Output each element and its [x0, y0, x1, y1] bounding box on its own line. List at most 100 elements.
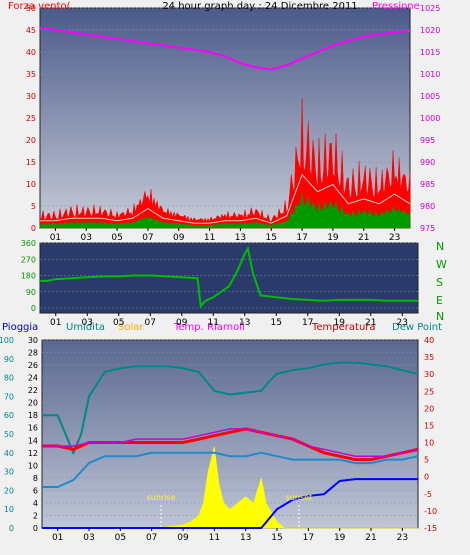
- humidity-ytick-label: 90: [4, 355, 14, 364]
- inner-ytick-label: 22: [28, 386, 38, 395]
- wind-ytick-label: 10: [26, 180, 36, 189]
- pressure-ytick-label: 1000: [420, 114, 440, 123]
- panel2-xtick-label: 19: [334, 318, 346, 328]
- temperature-ytick-label: 10: [424, 439, 434, 448]
- panel1-xtick-label: 07: [142, 233, 153, 243]
- panel1-xtick-label: 21: [358, 233, 369, 243]
- compass-n-top: N: [436, 240, 444, 253]
- humidity-ytick-label: 20: [4, 486, 14, 495]
- compass-w: W: [436, 258, 447, 271]
- humidity-ytick-label: 60: [4, 411, 14, 420]
- sunset-label: sunset: [286, 493, 313, 502]
- humidity-ytick-label: 40: [4, 449, 14, 458]
- wind-ytick-label: 15: [26, 158, 36, 167]
- direction-ytick-label: 90: [26, 288, 36, 297]
- wind-speed-area: [39, 98, 411, 229]
- pressure-ytick-label: 995: [420, 136, 435, 145]
- legend-pioggia: Pioggia: [2, 322, 38, 333]
- temperature-ytick-label: -5: [424, 490, 432, 499]
- panel1-xtick-label: 05: [111, 233, 122, 243]
- panel2-xtick-label: 05: [113, 318, 124, 328]
- legend-temperatura: Temperatura: [311, 322, 376, 333]
- panel1-xtick-label: 13: [235, 233, 246, 243]
- legend-temp-riarnoli: Temp. Riarnoli: [173, 322, 245, 333]
- wind-ytick-label: 40: [26, 48, 36, 57]
- direction-ytick-label: 360: [21, 239, 36, 248]
- inner-ytick-label: 12: [28, 449, 38, 458]
- temperature-ytick-label: -10: [424, 507, 437, 516]
- direction-ytick-label: 0: [31, 304, 36, 313]
- panel3-xtick-label: 03: [83, 533, 94, 543]
- legend-umidita: Umidita: [66, 322, 105, 333]
- wind-ytick-label: 0: [31, 224, 36, 233]
- rain-line: [42, 478, 418, 529]
- wind-ytick-label: 30: [26, 92, 36, 101]
- wind-ytick-label: 5: [31, 202, 36, 211]
- wind-ytick-label: 50: [26, 4, 36, 13]
- panel2-background: [39, 242, 419, 314]
- humidity-ytick-label: 10: [4, 505, 14, 514]
- panel3-background: [41, 339, 419, 529]
- panel3-xtick-label: 17: [303, 533, 314, 543]
- inner-ytick-label: 20: [28, 399, 38, 408]
- temperature-ytick-label: 30: [424, 370, 434, 379]
- compass-s: S: [436, 276, 443, 289]
- panel1-xtick-label: 11: [204, 233, 215, 243]
- panel2-xtick-label: 01: [50, 318, 61, 328]
- panel3-xtick-label: 05: [115, 533, 126, 543]
- humidity-ytick-label: 80: [4, 374, 14, 383]
- panel3-xtick-label: 09: [177, 533, 189, 543]
- panel2-xtick-label: 21: [365, 318, 376, 328]
- inner-ytick-label: 14: [28, 436, 38, 445]
- inner-ytick-label: 10: [28, 461, 38, 470]
- wind-ytick-label: 35: [26, 70, 36, 79]
- wind-gust-line: [40, 173, 411, 224]
- temperature-ytick-label: 5: [424, 456, 429, 465]
- temperature-ytick-label: 40: [424, 336, 434, 345]
- panel2-xtick-label: 23: [397, 318, 408, 328]
- wind-direction-line: [40, 245, 418, 309]
- wind-ytick-label: 20: [26, 136, 36, 145]
- panel3-xtick-label: 21: [365, 533, 376, 543]
- panel2-xtick-label: 15: [271, 318, 282, 328]
- inner-ytick-label: 16: [28, 424, 38, 433]
- inner-ytick-label: 2: [33, 511, 38, 520]
- panel3-xtick-label: 15: [271, 533, 282, 543]
- temperature-ytick-label: 15: [424, 421, 434, 430]
- panel2-xtick-label: 13: [239, 318, 250, 328]
- sunrise-label: sunrise: [147, 493, 176, 502]
- panel2-xtick-label: 17: [302, 318, 313, 328]
- panel1-xtick-label: 15: [266, 233, 277, 243]
- solar-area: [42, 446, 418, 529]
- panel3-xtick-label: 19: [334, 533, 346, 543]
- wind-ytick-label: 25: [26, 114, 36, 123]
- panel3-xtick-label: 07: [146, 533, 157, 543]
- panel2-xtick-label: 11: [208, 318, 219, 328]
- inner-ytick-label: 4: [33, 499, 38, 508]
- inner-ytick-label: 6: [33, 486, 38, 495]
- panel1-xtick-label: 03: [81, 233, 92, 243]
- right-axis-title: Pressione: [372, 1, 420, 12]
- legend-solar: Solar: [118, 322, 144, 333]
- temperature-ytick-label: 20: [424, 404, 434, 413]
- compass-n-bottom: N: [436, 310, 444, 323]
- left-axis-title: Forza vento(: [8, 1, 71, 12]
- humidity-line: [42, 361, 419, 456]
- pressure-ytick-label: 985: [420, 180, 435, 189]
- temperature-ytick-label: -15: [424, 524, 437, 533]
- inner-ytick-label: 8: [33, 474, 38, 483]
- pressure-ytick-label: 980: [420, 202, 435, 211]
- humidity-ytick-label: 100: [0, 336, 14, 345]
- compass-labels: N W S E N: [436, 240, 447, 323]
- pressure-ytick-label: 1025: [420, 4, 440, 13]
- dew-point-line: [42, 451, 419, 488]
- inner-ytick-label: 26: [28, 361, 38, 370]
- legend-dew-point: Dew Point: [392, 322, 442, 333]
- pressure-ytick-label: 1020: [420, 26, 440, 35]
- humidity-ytick-label: 70: [4, 392, 14, 401]
- chart-title: 24 hour graph day : 24 Dicembre 2011: [162, 1, 357, 12]
- temperature-ytick-label: 35: [424, 353, 434, 362]
- humidity-ytick-label: 0: [9, 524, 14, 533]
- panel2-xtick-label: 07: [145, 318, 156, 328]
